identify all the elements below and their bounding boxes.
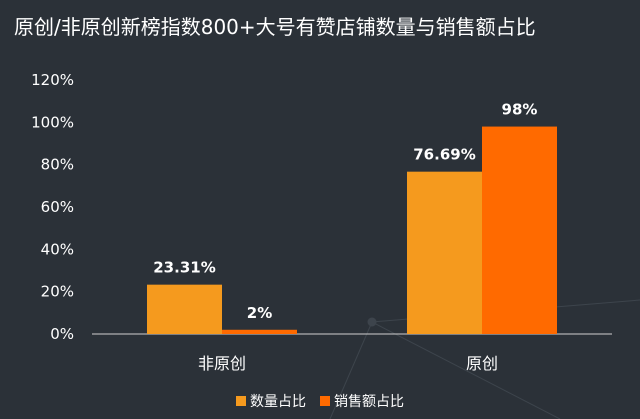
chart-title: 原创/非原创新榜指数800+大号有赞店铺数量与销售额占比: [14, 15, 536, 39]
legend-item-quantity: 数量占比: [236, 391, 306, 411]
y-tick-label: 0%: [50, 325, 74, 343]
x-tick-label: 原创: [466, 354, 498, 373]
legend-label-sales: 销售额占比: [334, 394, 404, 410]
y-tick-label: 40%: [41, 240, 74, 258]
bar-value-label: 23.31%: [153, 259, 215, 277]
y-axis-tick-labels: 0% 20% 40% 60% 80% 100% 120%: [31, 71, 74, 343]
bar-value-label: 2%: [247, 304, 272, 322]
y-tick-label: 20%: [41, 283, 74, 301]
legend-item-sales: 销售额占比: [320, 391, 404, 411]
x-tick-label: 非原创: [198, 354, 246, 373]
x-axis-tick-labels: 非原创 原创: [198, 354, 498, 373]
y-tick-label: 60%: [41, 198, 74, 216]
legend: 数量占比 销售额占比: [0, 390, 640, 412]
y-tick-label: 80%: [41, 156, 74, 174]
bar: [222, 329, 297, 334]
legend-label-quantity: 数量占比: [250, 394, 306, 410]
bar-value-label: 98%: [502, 101, 538, 119]
bar: [482, 126, 557, 334]
legend-swatch-quantity: [236, 396, 246, 406]
y-tick-label: 100%: [31, 113, 74, 131]
value-labels: 23.31% 2% 76.69% 98%: [153, 101, 537, 322]
bars: [147, 126, 557, 334]
bar-value-label: 76.69%: [413, 146, 475, 164]
y-tick-label: 120%: [31, 71, 74, 89]
bar: [407, 171, 482, 334]
legend-swatch-sales: [320, 396, 330, 406]
bar: [147, 284, 222, 334]
